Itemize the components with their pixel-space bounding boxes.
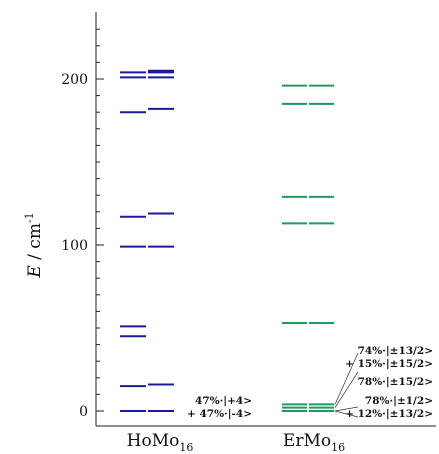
x-category-sub: 16 [331, 441, 345, 454]
x-category-name: ErMo [283, 431, 331, 451]
y-tick-label: 100 [61, 238, 88, 254]
annotation-er-a2: + 15%·|±15/2> [345, 358, 433, 370]
y-tick-label: 200 [61, 72, 88, 88]
series-ErMo16 [282, 84, 334, 412]
y-axis-label-var: E [25, 265, 45, 279]
y-tick-label: 0 [79, 404, 88, 420]
leader-line [334, 406, 359, 412]
series-HoMo16 [120, 69, 174, 412]
x-category-sub: 16 [179, 441, 193, 454]
y-axis-label-exp: -1 [23, 212, 36, 223]
axes: 0 100 200 [61, 12, 436, 427]
leader-line [334, 352, 359, 405]
x-category-name: HoMo [127, 431, 180, 451]
leader-line [334, 410, 359, 418]
x-category-label: HoMo16 [127, 431, 194, 454]
annotation-er-a4: 78%·|±1/2> [365, 395, 433, 407]
energy-levels [120, 69, 334, 412]
y-axis-label: E / cm-1 [23, 212, 45, 278]
annotations: 47%·|+4>+ 47%·|-4> 74%·|±13/2>+ 15%·|±15/… [187, 345, 433, 420]
annotation-er-a3: 78%·|±15/2> [358, 376, 433, 388]
leader-line [334, 371, 359, 408]
annotation-ho-a1: 47%·|+4> [195, 395, 252, 407]
annotation-er-a5: + 12%·|±13/2> [345, 408, 433, 420]
y-axis-label-unit: / cm [25, 223, 45, 265]
x-category-label: ErMo16 [283, 431, 345, 454]
annotation-er-a1: 74%·|±13/2> [358, 345, 433, 357]
annotation-ho-a2: + 47%·|-4> [187, 408, 252, 420]
